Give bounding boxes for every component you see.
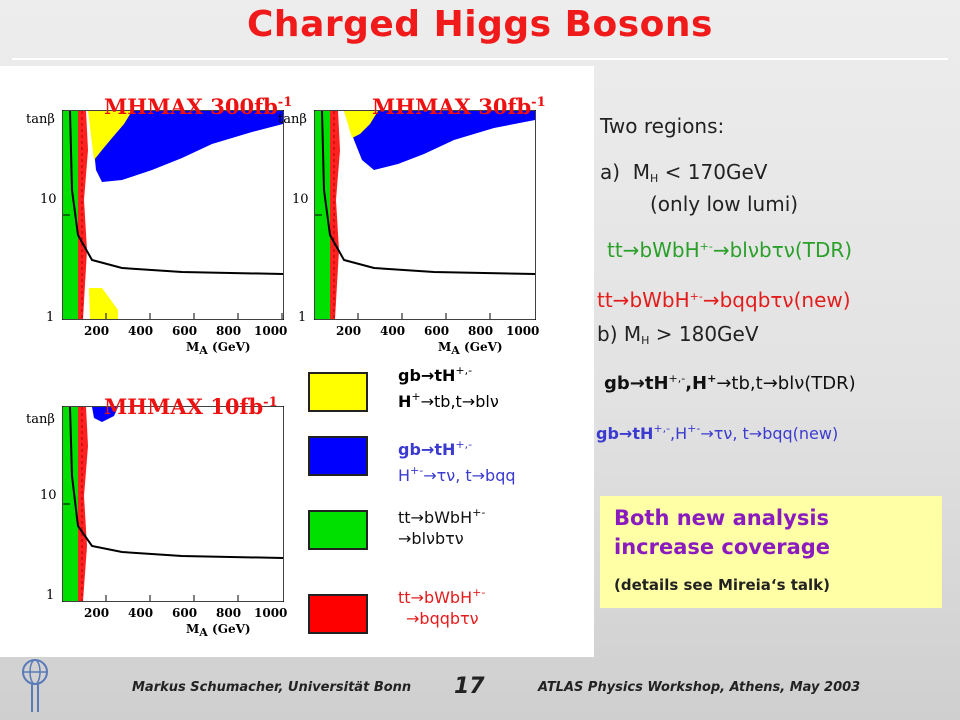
legend-label-yellow: gb→tH+,- H+→tb,t→blν: [398, 364, 499, 411]
xtick-200: 200: [336, 324, 362, 338]
plot-area: [62, 110, 284, 320]
plot-title-10fb: MHMAX 10fb-1: [104, 394, 278, 419]
xtick-600: 600: [172, 324, 198, 338]
plot-xlabel: MA (GeV): [186, 340, 251, 357]
ytick-1: 1: [298, 310, 307, 325]
plot-area: [314, 110, 536, 320]
xtick-800: 800: [216, 324, 242, 338]
plot-30fb: tanβ 10 1 MHMAX 30fb-1 200 400 600 800 1…: [276, 66, 576, 357]
footer-event: ATLAS Physics Workshop, Athens, May 2003: [538, 680, 861, 695]
ytick-1: 1: [46, 310, 55, 325]
channel-tdr-black: gb→tH+,-,H+→tb,t→blν(TDR): [604, 372, 856, 394]
xtick-800: 800: [216, 606, 242, 620]
xtick-400: 400: [128, 324, 154, 338]
atlas-logo-icon: [22, 659, 48, 712]
ytick-1: 1: [46, 588, 55, 603]
legend-swatch-blue: [308, 436, 368, 476]
ytick-10: 10: [40, 192, 57, 207]
legend-label-green: tt→bWbH+- →blνbτν: [398, 506, 486, 548]
xtick-600: 600: [172, 606, 198, 620]
xtick-200: 200: [84, 606, 110, 620]
plot-ylabel: tanβ: [26, 112, 55, 127]
footer-author: Markus Schumacher, Universität Bonn: [132, 680, 412, 695]
xtick-600: 600: [424, 324, 450, 338]
legend-label-red: tt→bWbH+- →bqqbτν: [398, 586, 486, 628]
ytick-10: 10: [40, 488, 57, 503]
plot-ylabel: tanβ: [26, 412, 55, 427]
legend-swatch-green: [308, 510, 368, 550]
channel-tdr-green: tt→bWbH+-→blνbτν(TDR): [607, 238, 853, 262]
region-b: b) MH > 180GeV: [597, 322, 759, 347]
plot-xlabel: MA (GeV): [186, 622, 251, 639]
legend-swatch-yellow: [308, 372, 368, 412]
xtick-1000: 1000: [254, 606, 288, 620]
plot-ylabel: tanβ: [278, 112, 307, 127]
page-number: 17: [454, 674, 485, 699]
summary-callout: Both new analysis increase coverage (det…: [600, 496, 942, 608]
callout-note: (details see Mireia‘s talk): [614, 576, 831, 594]
xtick-800: 800: [468, 324, 494, 338]
plot-title-30fb: MHMAX 30fb-1: [372, 94, 546, 119]
legend-label-blue: gb→tH+,- H+-→τν, t→bqq: [398, 438, 516, 485]
channel-new-red: tt→bWbH+-→bqqbτν(new): [597, 288, 851, 312]
xtick-1000: 1000: [254, 324, 288, 338]
plot-title-300fb: MHMAX 300fb-1: [104, 94, 293, 119]
ytick-10: 10: [292, 192, 309, 207]
plot-xlabel: MA (GeV): [438, 340, 503, 357]
title-divider: [12, 58, 948, 60]
plot-area: [62, 406, 284, 602]
slide-title: Charged Higgs Bosons: [247, 4, 713, 45]
xtick-1000: 1000: [506, 324, 540, 338]
region-a-note: (only low lumi): [650, 192, 799, 216]
callout-heading: Both new analysis increase coverage: [614, 506, 831, 559]
xtick-400: 400: [128, 606, 154, 620]
xtick-200: 200: [84, 324, 110, 338]
channel-new-blue: gb→tH+,-,H+-→τν, t→bqq(new): [596, 422, 839, 443]
xtick-400: 400: [380, 324, 406, 338]
plot-300fb: tanβ 10 1 MHMAX 300fb-1 200 400 600 800 …: [0, 66, 300, 357]
legend-swatch-red: [308, 594, 368, 634]
two-regions-label: Two regions:: [600, 114, 725, 138]
exclusion-figure: tanβ 10 1 MHMAX 300fb-1 200 400 600 800 …: [0, 66, 594, 657]
region-a: a) MH < 170GeV: [600, 160, 768, 185]
plot-10fb: tanβ 10 1 MHMAX 10fb-1 200 400 600 800 1…: [0, 362, 300, 652]
